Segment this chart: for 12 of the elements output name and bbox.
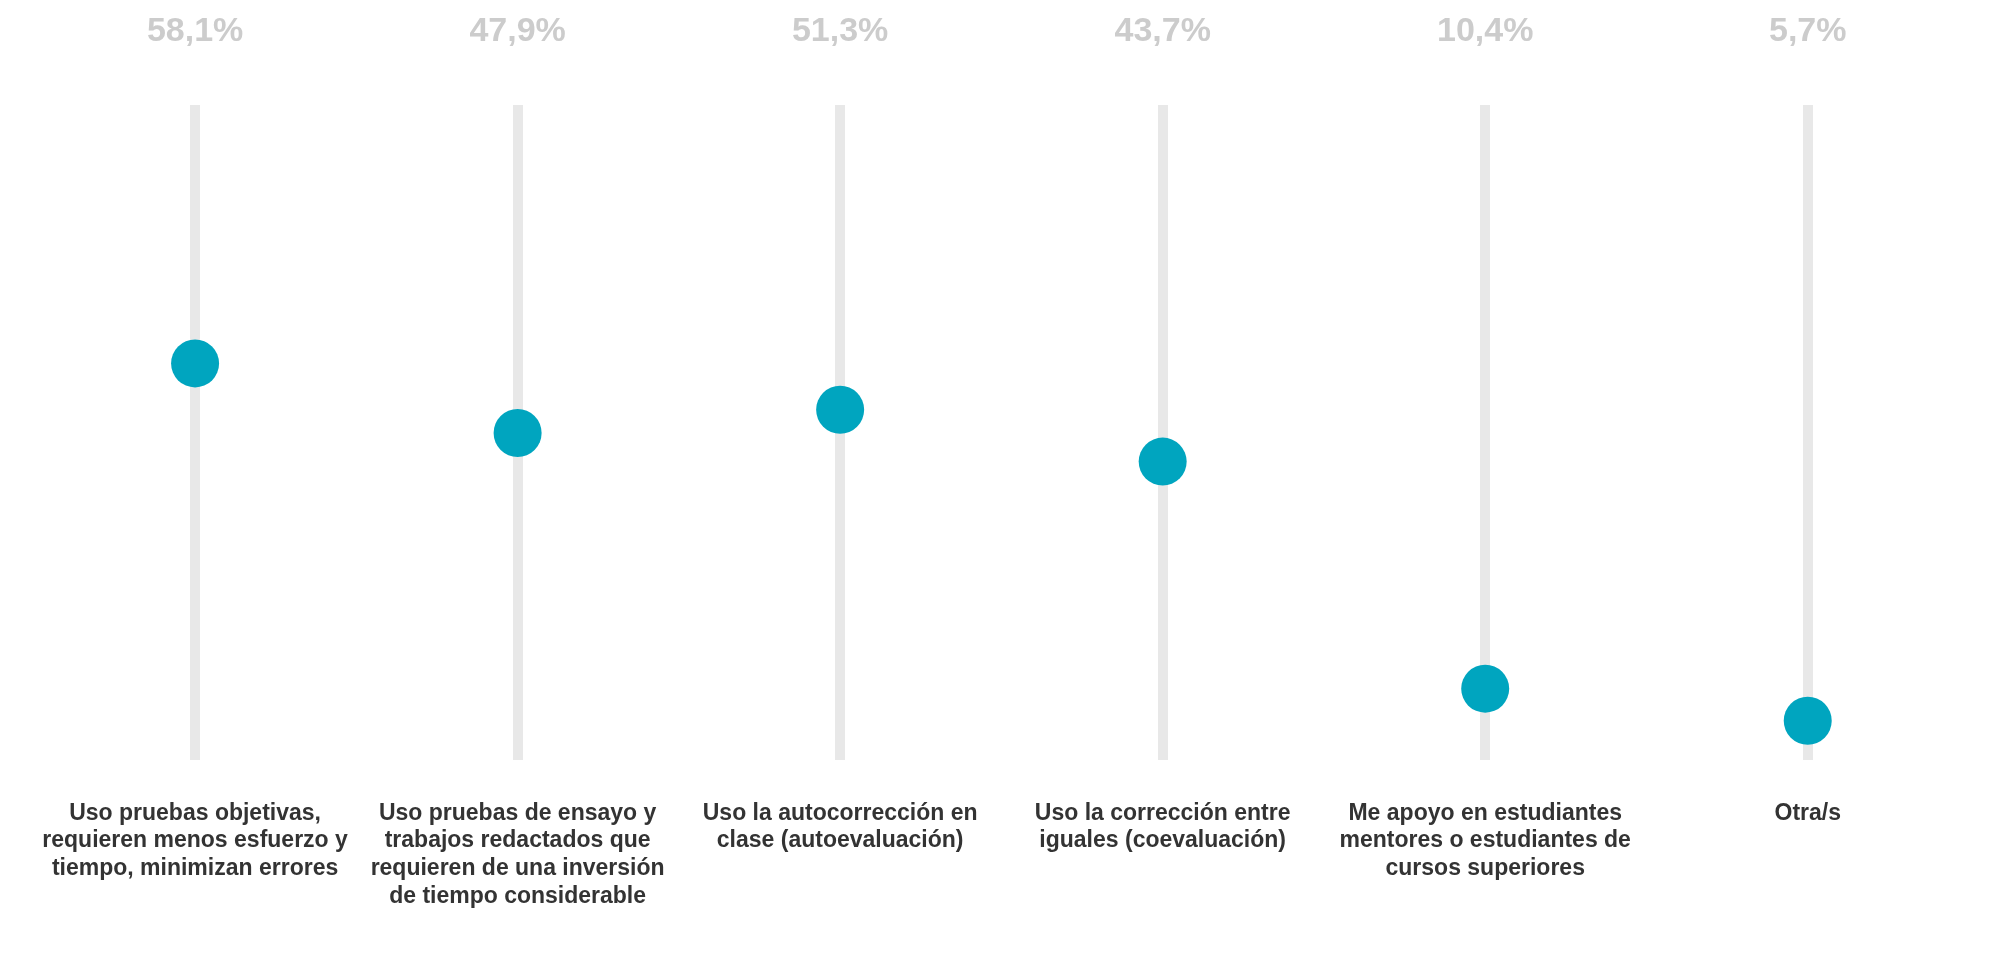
x-tick-label: Uso pruebas objetivas, requieren menos esfuerzo y tiempo, minimizan errores (42, 798, 349, 880)
x-tick-label: Uso la autocorrección en clase (autoevaluación) (702, 798, 978, 853)
point (171, 339, 220, 388)
x-tick-label: Otra/s (1774, 798, 1841, 825)
x-tick-label: Uso pruebas de ensayo y trabajos redactados que requieren de una inversión de tiempo considerable (370, 798, 665, 908)
point (1461, 664, 1510, 713)
x-tick-label: Uso la corrección entre iguales (coevaluación) (1034, 798, 1291, 853)
point (1783, 696, 1832, 745)
point (493, 408, 542, 457)
point (1138, 437, 1187, 486)
x-tick-label: Me apoyo en estudiantes mentores o estudiantes de cursos superiores (1339, 798, 1631, 880)
point (816, 385, 865, 434)
